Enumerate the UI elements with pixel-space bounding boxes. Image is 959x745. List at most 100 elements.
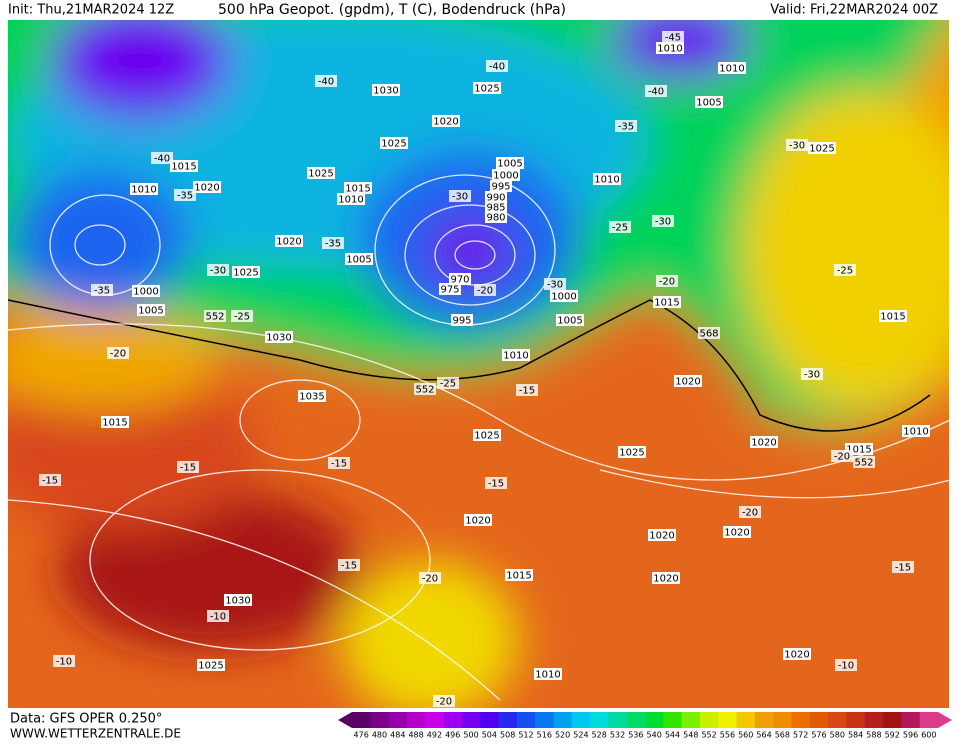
label-box [372, 84, 400, 96]
isobar-label: 1025 [809, 144, 834, 155]
label-box [801, 368, 823, 380]
isobar-label: 1020 [675, 377, 700, 388]
init-time: Init: Thu,21MAR2024 12Z [8, 3, 174, 18]
label-box [618, 446, 646, 458]
isobar-label: 975 [440, 285, 459, 296]
temperature-label: -20 [110, 349, 126, 360]
label-box [265, 331, 293, 343]
temperature-label: -30 [210, 266, 226, 277]
colorbar-cell [718, 712, 738, 728]
colorbar-label: 476 [354, 731, 369, 740]
label-box [449, 190, 471, 202]
isobar-label: 1010 [719, 64, 744, 75]
colorbar-cell [699, 712, 719, 728]
colorbar-label: 520 [555, 731, 570, 740]
label-box [485, 201, 507, 213]
isobar-label: 1000 [133, 287, 158, 298]
label-box [645, 85, 667, 97]
label-box [490, 180, 512, 192]
temperature-label: -20 [477, 286, 493, 297]
temperature-label: -20 [742, 508, 758, 519]
valid-time: Valid: Fri,22MAR2024 00Z [770, 3, 938, 18]
label-box [656, 275, 678, 287]
label-box [414, 383, 436, 395]
label-box [224, 594, 252, 606]
label-box [534, 668, 562, 680]
label-box [474, 284, 496, 296]
temperature-label: -40 [489, 62, 505, 73]
label-box [39, 474, 61, 486]
label-box [496, 157, 524, 169]
isobar-label: 1010 [131, 185, 156, 196]
label-box [207, 610, 229, 622]
colorbar-cell [846, 712, 866, 728]
geopotential-label: 552 [205, 312, 224, 323]
label-box [193, 181, 221, 193]
temperature-label: -20 [422, 574, 438, 585]
colorbar-cell [754, 712, 774, 728]
colorbar-label: 500 [463, 731, 478, 740]
isobar-label: 1015 [345, 184, 370, 195]
isobar-label: 1025 [381, 139, 406, 150]
label-box [652, 215, 674, 227]
isobar-label: 1025 [619, 448, 644, 459]
colorbar-cell [388, 712, 408, 728]
label-box [345, 253, 373, 265]
label-box [544, 278, 566, 290]
colorbar-cell [571, 712, 591, 728]
map-area [8, 20, 949, 708]
isobar-label: 995 [491, 182, 510, 193]
label-box [739, 506, 761, 518]
label-box [101, 416, 129, 428]
isobars [8, 174, 949, 701]
temperature-label: -30 [452, 192, 468, 203]
colorbar-label: 508 [500, 731, 515, 740]
isobar-label: 1020 [751, 438, 776, 449]
isobar-label: 1000 [551, 292, 576, 303]
label-box [380, 137, 408, 149]
label-box [652, 572, 680, 584]
temperature-label: -10 [838, 661, 854, 672]
temperature-label: -30 [804, 370, 820, 381]
label-box [451, 314, 473, 326]
isobar-label: 1020 [784, 650, 809, 661]
temperature-label: -15 [180, 463, 196, 474]
isobar-label: 1005 [497, 159, 522, 170]
colorbar-cell [443, 712, 463, 728]
temperature-label: -30 [655, 217, 671, 228]
label-box [902, 425, 930, 437]
temperature-label: -30 [547, 280, 563, 291]
colorbar-label: 504 [482, 731, 497, 740]
label-box [615, 120, 637, 132]
label-box [653, 296, 681, 308]
label-box [808, 142, 836, 154]
label-box [516, 384, 538, 396]
label-box [786, 139, 808, 151]
colorbar-cell [535, 712, 554, 728]
isobar-label: 1005 [696, 98, 721, 109]
label-box [151, 152, 173, 164]
colorbar-cell [608, 712, 628, 728]
label-box [315, 75, 337, 87]
colorbar-label: 516 [537, 731, 552, 740]
colorbar-cell [663, 712, 683, 728]
label-box [137, 304, 165, 316]
website: WWW.WETTERZENTRALE.DE [10, 727, 181, 741]
temperature-label: -15 [488, 479, 504, 490]
label-box [662, 31, 684, 43]
label-box [556, 314, 584, 326]
colorbar-label: 548 [683, 731, 698, 740]
colorbar-label: 556 [720, 731, 735, 740]
temperature-label: -30 [789, 141, 805, 152]
label-box [437, 377, 459, 389]
geopotential-label: 568 [699, 329, 718, 340]
temperature-label: -35 [325, 239, 341, 250]
label-box [328, 457, 350, 469]
temperature-label: -45 [665, 33, 681, 44]
colorbar-cell [919, 712, 939, 728]
temperature-label: -25 [837, 266, 853, 277]
colorbar-label: 540 [647, 731, 662, 740]
geopotential-label: 552 [415, 385, 434, 396]
label-box [723, 526, 751, 538]
